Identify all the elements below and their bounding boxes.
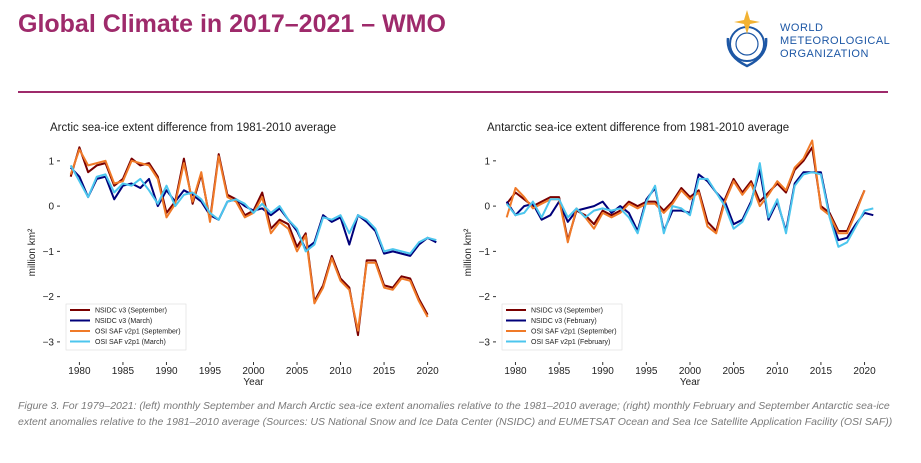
y-tick-label: −3 (479, 337, 491, 348)
x-tick-label: 1995 (635, 366, 658, 377)
x-tick-label: 1985 (112, 366, 135, 377)
logo-text: WORLD METEOROLOGICAL ORGANIZATION (780, 22, 890, 61)
chart-title: Arctic sea-ice extent difference from 19… (50, 122, 336, 134)
x-tick-label: 2010 (766, 366, 789, 377)
legend-label: OSI SAF v2p1 (September) (95, 329, 181, 336)
x-tick-label: 2000 (242, 366, 265, 377)
page-title: Global Climate in 2017–2021 – WMO (18, 10, 446, 38)
x-axis-label: Year (243, 377, 264, 388)
x-tick-label: 2000 (679, 366, 702, 377)
legend-label: OSI SAF v2p1 (September) (531, 329, 617, 336)
legend-label: OSI SAF v2p1 (March) (95, 339, 166, 346)
divider (18, 91, 888, 93)
x-tick-label: 1990 (155, 366, 178, 377)
y-tick-label: 0 (484, 202, 490, 213)
x-axis-label: Year (680, 377, 701, 388)
y-tick-label: 1 (48, 156, 54, 167)
x-tick-label: 2015 (810, 366, 833, 377)
x-tick-label: 2015 (373, 366, 396, 377)
x-tick-label: 1980 (68, 366, 91, 377)
series-line (505, 139, 866, 244)
logo-line: ORGANIZATION (780, 48, 869, 60)
legend-label: NSIDC v3 (September) (531, 308, 603, 315)
logo-emblem (726, 10, 768, 68)
series-line (69, 148, 429, 332)
x-tick-label: 2005 (723, 366, 746, 377)
x-tick-label: 2020 (853, 366, 876, 377)
x-tick-label: 1985 (548, 366, 571, 377)
x-tick-label: 1980 (504, 366, 527, 377)
y-tick-label: −3 (43, 337, 55, 348)
y-axis-label: million km² (27, 228, 38, 276)
y-tick-label: −1 (479, 247, 491, 258)
y-tick-label: 1 (484, 156, 490, 167)
x-tick-label: 1990 (592, 366, 615, 377)
y-tick-label: −2 (479, 292, 491, 303)
y-tick-label: 0 (48, 202, 54, 213)
y-tick-label: −2 (43, 292, 55, 303)
legend-label: OSI SAF v2p1 (February) (531, 339, 610, 346)
y-tick-label: −1 (43, 247, 55, 258)
x-tick-label: 2005 (286, 366, 309, 377)
series-line (69, 164, 437, 255)
legend-label: NSIDC v3 (March) (95, 318, 152, 325)
charts: Arctic sea-ice extent difference from 19… (27, 122, 876, 388)
logo-line: METEOROLOGICAL (780, 35, 891, 47)
chart-title: Antarctic sea-ice extent difference from… (487, 122, 789, 134)
x-tick-label: 2010 (329, 366, 352, 377)
y-axis-label: million km² (463, 228, 474, 276)
legend-label: NSIDC v3 (September) (95, 308, 167, 315)
x-tick-label: 1995 (199, 366, 222, 377)
legend-label: NSIDC v3 (February) (531, 318, 597, 325)
series-line (505, 162, 874, 248)
caption: Figure 3. For 1979–2021: (left) monthly … (18, 400, 893, 428)
x-tick-label: 2020 (416, 366, 439, 377)
logo-line: WORLD (780, 22, 824, 34)
